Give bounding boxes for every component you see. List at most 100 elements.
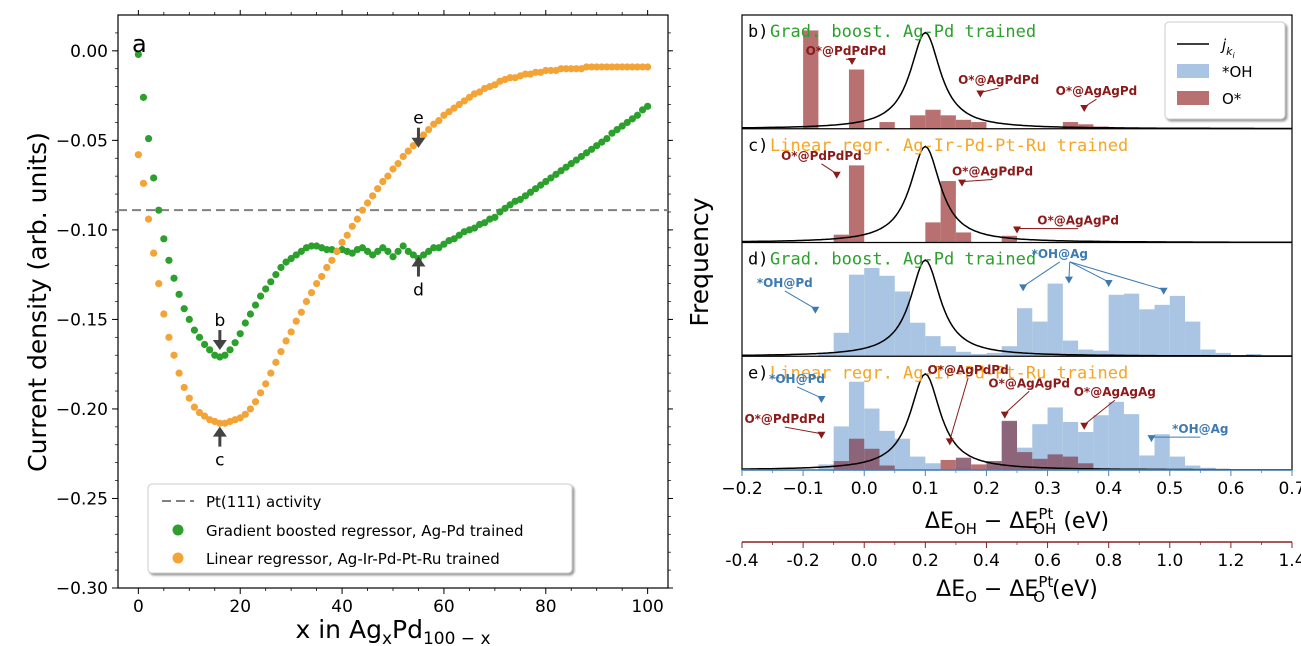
- linear-point: [297, 308, 305, 316]
- annotation-arrowhead: [1000, 411, 1009, 419]
- gb-point: [521, 192, 530, 200]
- o-tick-label: 0.4: [973, 551, 1000, 571]
- gb-point: [552, 170, 560, 178]
- o-bar: [1078, 463, 1094, 470]
- oh-bar: [879, 430, 895, 470]
- linear-point: [399, 152, 407, 161]
- oh-tick-label: 0.5: [1156, 479, 1183, 499]
- oh-bar: [986, 352, 1002, 357]
- gb-point: [389, 253, 397, 261]
- gb-point: [531, 185, 540, 193]
- oh-bar: [1154, 304, 1170, 357]
- gb-point: [419, 251, 428, 259]
- o-bar: [955, 232, 972, 243]
- gb-point: [297, 247, 305, 255]
- o-bar: [1047, 454, 1063, 470]
- annotation-arrow: [784, 290, 816, 310]
- linear-point: [628, 63, 636, 71]
- gb-point: [267, 278, 275, 286]
- x-tick-label: 80: [535, 597, 557, 617]
- o-tick-label: 0.6: [1034, 551, 1061, 571]
- gb-point: [582, 149, 591, 157]
- annotation-label: O*@AgAgPd: [1056, 84, 1138, 98]
- linear-point: [185, 394, 193, 402]
- gb-point: [588, 145, 596, 153]
- gb-point: [150, 174, 158, 182]
- gb-point: [206, 346, 214, 354]
- histogram-panels: b) Grad. boost. Ag-Pd trainedO*@PdPdPdO*@…: [685, 14, 1301, 606]
- gb-point: [384, 247, 392, 255]
- gb-point: [623, 118, 631, 127]
- linear-point: [618, 63, 626, 71]
- annotation-label: O*@PdPdPd: [781, 149, 862, 163]
- panel-title-letter: e): [748, 363, 768, 383]
- gb-point: [491, 213, 499, 221]
- legend-lin-swatch: [172, 552, 184, 564]
- oh-bar: [1108, 401, 1124, 470]
- gb-point: [374, 247, 382, 255]
- linear-point: [404, 147, 412, 155]
- gb-point: [262, 285, 270, 293]
- annotation-arrowhead: [817, 431, 826, 439]
- x-tick-label: 40: [331, 597, 353, 617]
- o-bar: [1078, 124, 1094, 129]
- histogram-ylabel: Frequency: [685, 197, 714, 326]
- oh-bar: [848, 274, 865, 357]
- linear-point: [139, 179, 148, 187]
- linear-point: [277, 348, 285, 356]
- panel-title: Grad. boost. Ag-Pd trained: [770, 250, 1036, 270]
- annotation-arrowhead: [1159, 287, 1168, 295]
- annotation-arrowhead: [832, 171, 841, 179]
- gb-point: [562, 163, 570, 171]
- gb-point: [307, 242, 316, 250]
- linear-point: [455, 100, 463, 109]
- oh-bar: [1123, 414, 1140, 470]
- gb-point: [170, 274, 178, 282]
- gb-point: [246, 310, 255, 318]
- o-bar: [971, 122, 987, 129]
- annotation-arrow: [961, 178, 993, 183]
- linear-point: [567, 65, 575, 73]
- o-bar: [1001, 420, 1017, 470]
- gb-point: [139, 93, 148, 101]
- gb-point: [165, 256, 173, 264]
- linear-point: [333, 247, 341, 255]
- arrow-b-head: [212, 340, 227, 351]
- gb-point: [593, 142, 601, 150]
- o-tick-label: 0.0: [851, 551, 878, 571]
- linear-point: [450, 104, 458, 112]
- panel-a-label: a: [132, 30, 147, 58]
- gb-point: [231, 339, 239, 347]
- legend-oh-label: *OH: [1222, 63, 1253, 81]
- linear-point: [282, 337, 290, 345]
- o-bar: [848, 438, 865, 470]
- annotation-label: *OH@Pd: [757, 276, 813, 290]
- linear-point: [267, 369, 275, 377]
- panel-a: 0 20 40 60 80 100 0.00 −0.05 −0.10 −0.15 −0.20 −0.…: [23, 10, 673, 646]
- gb-point: [435, 244, 443, 252]
- oh-bar: [1093, 415, 1109, 470]
- linear-point: [460, 97, 468, 105]
- y-tick-label: −0.20: [56, 400, 108, 420]
- annotation-arrow: [1068, 261, 1071, 279]
- linear-point: [613, 63, 621, 71]
- linear-point: [287, 328, 295, 336]
- gb-point: [236, 330, 244, 338]
- histogram-legend: jki *OH O*: [1164, 21, 1286, 120]
- linear-point: [363, 199, 372, 207]
- oh-bar: [910, 456, 926, 470]
- gb-point: [633, 111, 642, 119]
- gb-point: [409, 251, 417, 259]
- gb-point: [547, 174, 555, 182]
- arrow-e-label: e: [413, 109, 423, 129]
- gb-point: [481, 219, 489, 227]
- o-bar: [848, 165, 865, 243]
- gb-point: [557, 167, 565, 175]
- annotation-arrowhead: [1080, 422, 1089, 430]
- oh-bar: [1169, 295, 1186, 357]
- linear-point: [175, 369, 183, 377]
- linear-point: [338, 238, 346, 247]
- o-bar: [925, 222, 941, 243]
- gb-point: [185, 315, 193, 324]
- annotation-label: O*@PdPdPd: [744, 412, 825, 426]
